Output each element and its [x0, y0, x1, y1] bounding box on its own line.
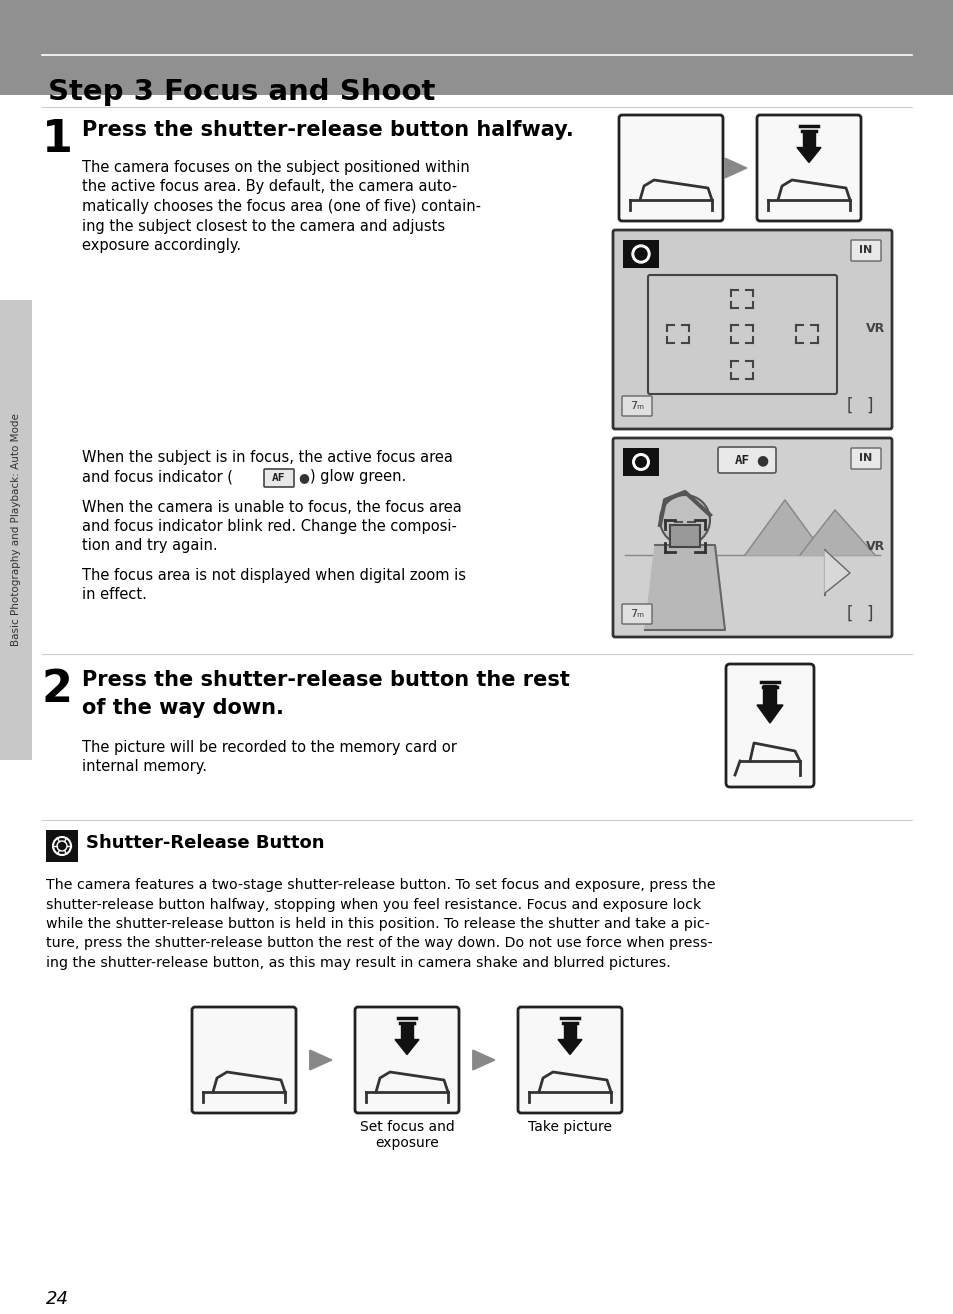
Circle shape: [659, 495, 709, 545]
FancyBboxPatch shape: [355, 1007, 458, 1113]
Polygon shape: [744, 501, 824, 555]
Circle shape: [631, 453, 649, 470]
Bar: [622, 240, 659, 268]
Text: and focus indicator blink red. Change the composi-: and focus indicator blink red. Change th…: [82, 519, 456, 533]
FancyBboxPatch shape: [621, 604, 651, 624]
Text: Set focus and
exposure: Set focus and exposure: [359, 1120, 454, 1150]
Text: VR: VR: [864, 322, 884, 335]
Text: Shutter-Release Button: Shutter-Release Button: [86, 834, 324, 851]
Polygon shape: [395, 1039, 418, 1055]
Text: 2: 2: [42, 668, 73, 711]
FancyBboxPatch shape: [517, 1007, 621, 1113]
Text: Basic Photography and Playback: Auto Mode: Basic Photography and Playback: Auto Mod…: [11, 414, 21, 646]
Polygon shape: [724, 158, 746, 177]
Polygon shape: [310, 1050, 332, 1070]
Bar: [400, 1024, 413, 1039]
Text: ●: ●: [755, 453, 767, 466]
Text: The focus area is not displayed when digital zoom is: The focus area is not displayed when dig…: [82, 568, 465, 583]
Circle shape: [635, 248, 646, 260]
FancyBboxPatch shape: [618, 116, 722, 221]
Text: ing the subject closest to the camera and adjusts: ing the subject closest to the camera an…: [82, 218, 445, 234]
Text: in effect.: in effect.: [82, 587, 147, 602]
Text: ]: ]: [866, 604, 872, 623]
Text: Press the shutter-release button halfway.: Press the shutter-release button halfway…: [82, 120, 573, 141]
FancyBboxPatch shape: [264, 469, 294, 487]
Polygon shape: [644, 545, 724, 629]
FancyBboxPatch shape: [613, 438, 891, 637]
FancyBboxPatch shape: [725, 664, 813, 787]
FancyBboxPatch shape: [647, 275, 836, 394]
Text: VR: VR: [864, 540, 884, 553]
Bar: [762, 685, 776, 706]
Text: internal memory.: internal memory.: [82, 759, 207, 774]
Text: ture, press the shutter-release button the rest of the way down. Do not use forc: ture, press the shutter-release button t…: [46, 937, 712, 950]
FancyBboxPatch shape: [621, 396, 651, 417]
FancyBboxPatch shape: [757, 116, 861, 221]
Polygon shape: [473, 1050, 495, 1070]
Text: Step 3 Focus and Shoot: Step 3 Focus and Shoot: [48, 78, 435, 106]
Text: 1: 1: [42, 118, 73, 162]
Polygon shape: [800, 510, 874, 555]
Text: When the subject is in focus, the active focus area: When the subject is in focus, the active…: [82, 449, 453, 465]
Polygon shape: [558, 1039, 581, 1055]
Text: AF: AF: [272, 473, 286, 484]
Bar: [563, 1024, 576, 1039]
Text: ) glow green.: ) glow green.: [310, 469, 406, 484]
FancyBboxPatch shape: [613, 230, 891, 428]
Text: and focus indicator (: and focus indicator (: [82, 469, 233, 484]
Circle shape: [631, 244, 649, 263]
Bar: [0, 300, 32, 759]
Text: IN: IN: [859, 453, 872, 463]
Text: the active focus area. By default, the camera auto-: the active focus area. By default, the c…: [82, 180, 456, 194]
FancyBboxPatch shape: [850, 240, 880, 261]
FancyBboxPatch shape: [850, 448, 880, 469]
Bar: [0, 0, 953, 95]
Text: Press the shutter-release button the rest: Press the shutter-release button the res…: [82, 670, 569, 690]
Text: ]: ]: [866, 397, 872, 415]
Text: exposure accordingly.: exposure accordingly.: [82, 238, 241, 254]
Text: [: [: [846, 604, 852, 623]
Circle shape: [635, 456, 646, 468]
Text: shutter-release button halfway, stopping when you feel resistance. Focus and exp: shutter-release button halfway, stopping…: [46, 897, 700, 912]
Text: [: [: [846, 397, 852, 415]
Text: tion and try again.: tion and try again.: [82, 537, 217, 553]
Text: IN: IN: [859, 244, 872, 255]
Text: of the way down.: of the way down.: [82, 698, 284, 717]
Bar: [622, 448, 659, 476]
Text: AF: AF: [734, 453, 749, 466]
Text: The camera features a two-stage shutter-release button. To set focus and exposur: The camera features a two-stage shutter-…: [46, 878, 715, 892]
Polygon shape: [796, 147, 821, 163]
Text: The camera focuses on the subject positioned within: The camera focuses on the subject positi…: [82, 160, 469, 175]
Text: Take picture: Take picture: [527, 1120, 612, 1134]
Text: matically chooses the focus area (one of five) contain-: matically chooses the focus area (one of…: [82, 198, 480, 214]
Text: 24: 24: [46, 1290, 69, 1307]
Bar: [802, 131, 814, 147]
Text: while the shutter-release button is held in this position. To release the shutte: while the shutter-release button is held…: [46, 917, 709, 932]
Text: When the camera is unable to focus, the focus area: When the camera is unable to focus, the …: [82, 501, 461, 515]
Bar: [669, 526, 700, 547]
Text: 7ₘ: 7ₘ: [629, 401, 643, 411]
Text: ●: ●: [297, 472, 309, 485]
Bar: [46, 830, 78, 862]
Text: ing the shutter-release button, as this may result in camera shake and blurred p: ing the shutter-release button, as this …: [46, 957, 670, 970]
Text: The picture will be recorded to the memory card or: The picture will be recorded to the memo…: [82, 740, 456, 756]
Polygon shape: [757, 706, 782, 723]
FancyBboxPatch shape: [192, 1007, 295, 1113]
Polygon shape: [824, 551, 849, 593]
FancyBboxPatch shape: [718, 447, 775, 473]
Text: 7ₘ: 7ₘ: [629, 608, 643, 619]
